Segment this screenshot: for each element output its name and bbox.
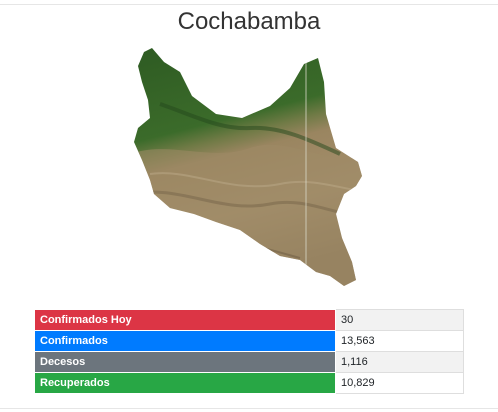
recuperados-value: 10,829 bbox=[335, 372, 464, 394]
cochabamba-satellite-map-icon bbox=[134, 48, 362, 286]
confirmados-hoy-value: 30 bbox=[335, 309, 464, 331]
page-title: Cochabamba bbox=[177, 8, 321, 35]
decesos-label: Decesos bbox=[34, 351, 336, 373]
table-row: Confirmados 13,563 bbox=[34, 330, 464, 352]
card-bottom-divider bbox=[0, 408, 498, 409]
confirmados-value: 13,563 bbox=[335, 330, 464, 352]
card-top-divider bbox=[0, 4, 498, 5]
stats-table: Confirmados Hoy 30 Confirmados 13,563 De… bbox=[34, 309, 464, 394]
recuperados-label: Recuperados bbox=[34, 372, 336, 394]
table-row: Decesos 1,116 bbox=[34, 351, 464, 373]
decesos-value: 1,116 bbox=[335, 351, 464, 373]
table-row: Confirmados Hoy 30 bbox=[34, 309, 464, 331]
table-row: Recuperados 10,829 bbox=[34, 372, 464, 394]
confirmados-hoy-label: Confirmados Hoy bbox=[34, 309, 336, 331]
confirmados-label: Confirmados bbox=[34, 330, 336, 352]
department-map bbox=[130, 44, 370, 290]
